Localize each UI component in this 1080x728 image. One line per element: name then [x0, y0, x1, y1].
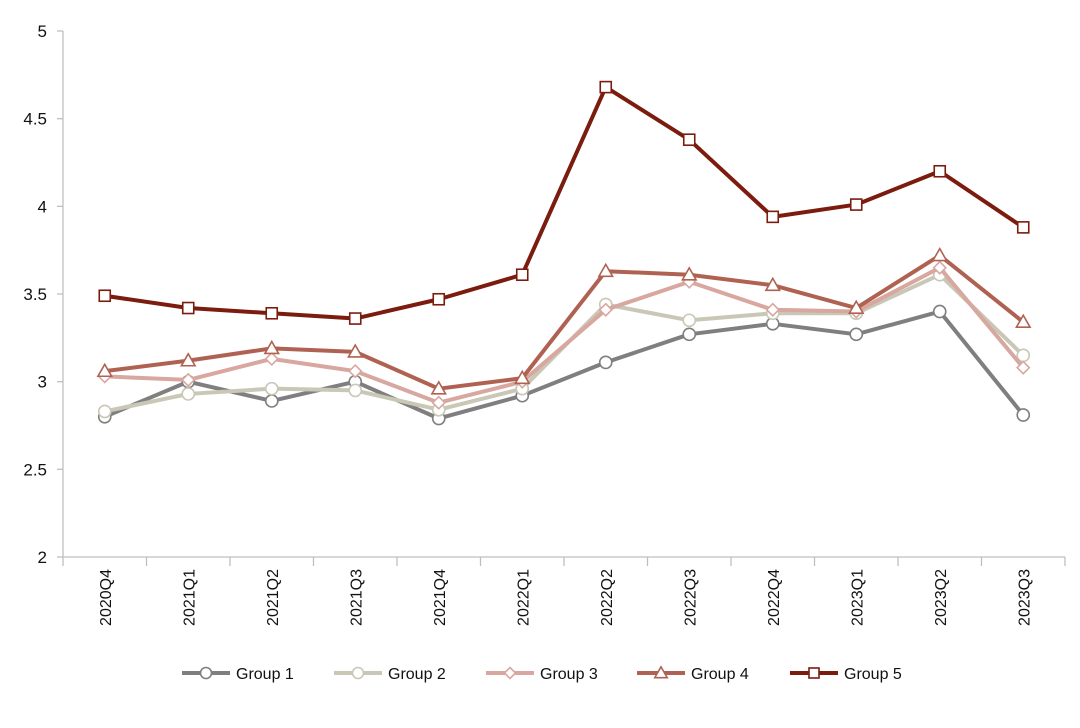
- data-point: [682, 313, 697, 328]
- data-point: [514, 369, 531, 385]
- data-point: [263, 339, 280, 355]
- data-point: [682, 327, 697, 342]
- data-point: [96, 362, 113, 378]
- data-point: [348, 383, 363, 398]
- x-tick-label: 2021Q2: [265, 569, 282, 626]
- data-point: [97, 404, 112, 419]
- data-point: [932, 260, 947, 275]
- legend: Group 1 Group 2 Group 3 Group 4 Group 5: [182, 665, 902, 683]
- series-line: [102, 309, 1026, 421]
- data-point: [1016, 360, 1031, 375]
- x-tick-label: 2022Q1: [515, 569, 532, 626]
- data-point: [431, 395, 446, 410]
- data-point: [515, 268, 529, 282]
- data-point: [682, 133, 696, 147]
- x-tick-label: 2023Q2: [933, 569, 950, 626]
- data-point: [766, 210, 780, 224]
- series-line: [102, 253, 1026, 391]
- data-point: [764, 276, 781, 292]
- data-point: [264, 394, 279, 408]
- data-point: [265, 306, 279, 320]
- data-point: [1016, 221, 1030, 234]
- x-tick-label: 2023Q3: [1016, 569, 1033, 626]
- legend-label: Group 2: [388, 666, 446, 683]
- data-point: [1016, 408, 1031, 422]
- data-point: [347, 343, 364, 358]
- data-point: [933, 164, 947, 178]
- legend-label: Group 4: [691, 666, 749, 683]
- series-layer: [96, 80, 1032, 426]
- data-point: [848, 299, 865, 314]
- y-tick-label: 4: [38, 197, 47, 216]
- legend-label: Group 1: [236, 666, 294, 683]
- x-tick-label: 2023Q1: [849, 569, 866, 626]
- data-point: [264, 381, 279, 396]
- series-5: [98, 80, 1030, 325]
- data-point: [180, 352, 197, 367]
- data-point: [98, 289, 112, 303]
- data-point: [597, 262, 614, 278]
- legend-marker: [503, 666, 517, 680]
- legend-marker: [351, 666, 365, 680]
- x-tick-label: 2020Q4: [98, 569, 115, 626]
- legend-label: Group 5: [844, 666, 902, 683]
- legend-item: Group 2: [334, 666, 446, 683]
- x-tick-label: 2022Q3: [682, 569, 699, 626]
- series-3: [97, 260, 1031, 410]
- legend-item: Group 1: [182, 666, 294, 683]
- data-point: [849, 198, 863, 211]
- data-point: [264, 351, 279, 367]
- y-tick-label: 5: [38, 22, 47, 41]
- data-point: [932, 304, 947, 319]
- x-tick-label: 2022Q4: [766, 569, 783, 626]
- legend-marker: [653, 665, 669, 679]
- legend-label: Group 3: [540, 666, 598, 683]
- y-tick-label: 3: [38, 373, 47, 392]
- legend-item: Group 4: [637, 665, 749, 683]
- data-point: [430, 380, 447, 395]
- series-line: [102, 265, 1026, 405]
- data-point: [348, 363, 363, 379]
- data-point: [181, 301, 195, 315]
- legend-marker: [199, 666, 213, 680]
- legend-marker: [808, 667, 820, 679]
- x-tick-label: 2021Q1: [181, 569, 198, 626]
- series-line: [102, 85, 1026, 321]
- x-tick-label: 2021Q4: [432, 569, 449, 626]
- x-tick-label: 2022Q2: [599, 569, 616, 626]
- axes: 2 2.5 3 3.5 4 4.5 5 2020Q4 2021Q1 2021Q2 2021Q3 202…: [23, 22, 1066, 626]
- data-point: [1015, 313, 1032, 328]
- data-point: [598, 302, 613, 317]
- data-point: [598, 355, 613, 370]
- data-point: [849, 327, 864, 342]
- x-tick-label: 2021Q3: [348, 569, 365, 626]
- data-point: [681, 266, 698, 281]
- data-point: [181, 387, 196, 401]
- data-point: [931, 246, 948, 262]
- series-4: [96, 246, 1032, 395]
- y-tick-label: 4.5: [23, 110, 47, 129]
- data-point: [348, 312, 362, 325]
- data-point: [432, 292, 446, 306]
- data-point: [765, 302, 780, 317]
- y-tick-label: 2: [38, 548, 47, 567]
- data-point: [181, 372, 196, 388]
- legend-item: Group 3: [486, 666, 598, 683]
- data-point: [599, 80, 613, 94]
- legend-item: Group 5: [790, 666, 902, 683]
- y-tick-label: 2.5: [23, 460, 47, 479]
- y-tick-label: 3.5: [23, 285, 47, 304]
